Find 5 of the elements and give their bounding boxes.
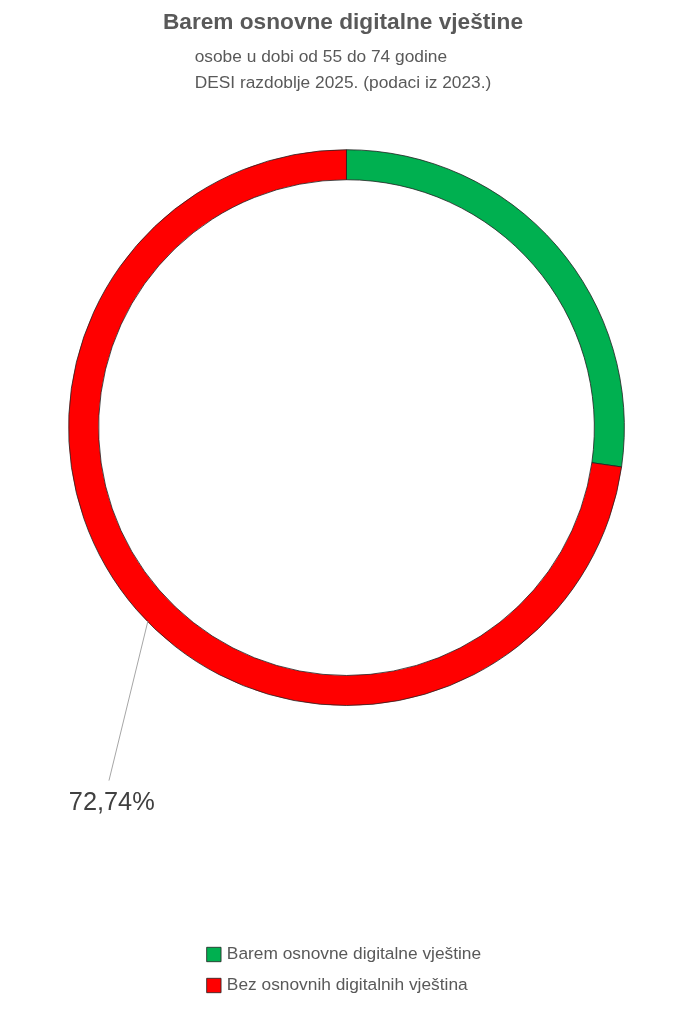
chart-subtitle: osobe u dobi od 55 do 74 godine DESI razdoblje 2025. (podaci iz 2023.) [194, 45, 492, 92]
chart-title: Barem osnovne digitalne vještine [162, 7, 524, 34]
legend-label: Bez osnovnih digitalnih vještina [226, 974, 468, 995]
data-label: 72,74% [68, 786, 155, 815]
legend-label: Barem osnovne digitalne vještine [226, 943, 482, 964]
